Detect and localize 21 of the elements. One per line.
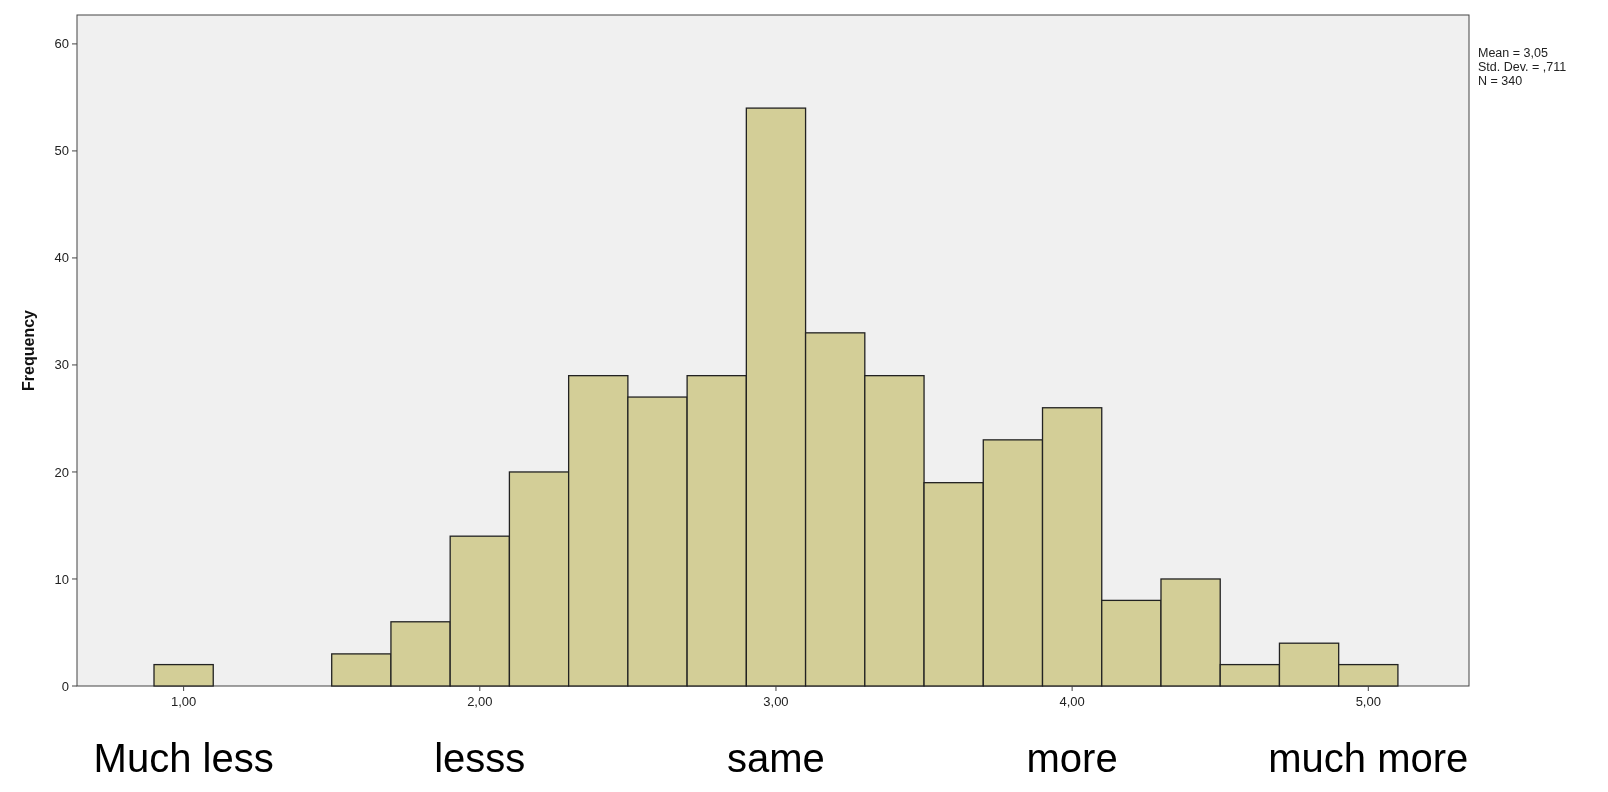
text: lesss [434,736,526,780]
text: Mean = 3,05 [1478,46,1548,60]
y-axis-title: Frequency [20,309,37,391]
x-tick-label: 2,00 [467,694,493,709]
text: Much less [93,736,274,780]
x-tick-label: 4,00 [1059,694,1085,709]
x-tick-label: 1,00 [170,694,197,709]
y-tick-label: 50 [54,143,69,159]
text: same [727,736,825,780]
y-tick-label: 30 [54,357,69,373]
y-tick-label: 10 [54,571,69,587]
text: N = 340 [1478,74,1523,88]
text: much more [1268,736,1469,780]
y-tick-label: 0 [61,678,69,694]
y-tick-label: 20 [54,464,69,480]
y-tick-label: 60 [54,36,69,52]
text: Std. Dev. = ,711 [1478,60,1567,74]
x-tick-label: 3,00 [763,694,789,709]
y-tick-label: 40 [54,250,69,266]
text: more [1026,736,1118,780]
x-tick-label: 5,00 [1355,694,1381,709]
